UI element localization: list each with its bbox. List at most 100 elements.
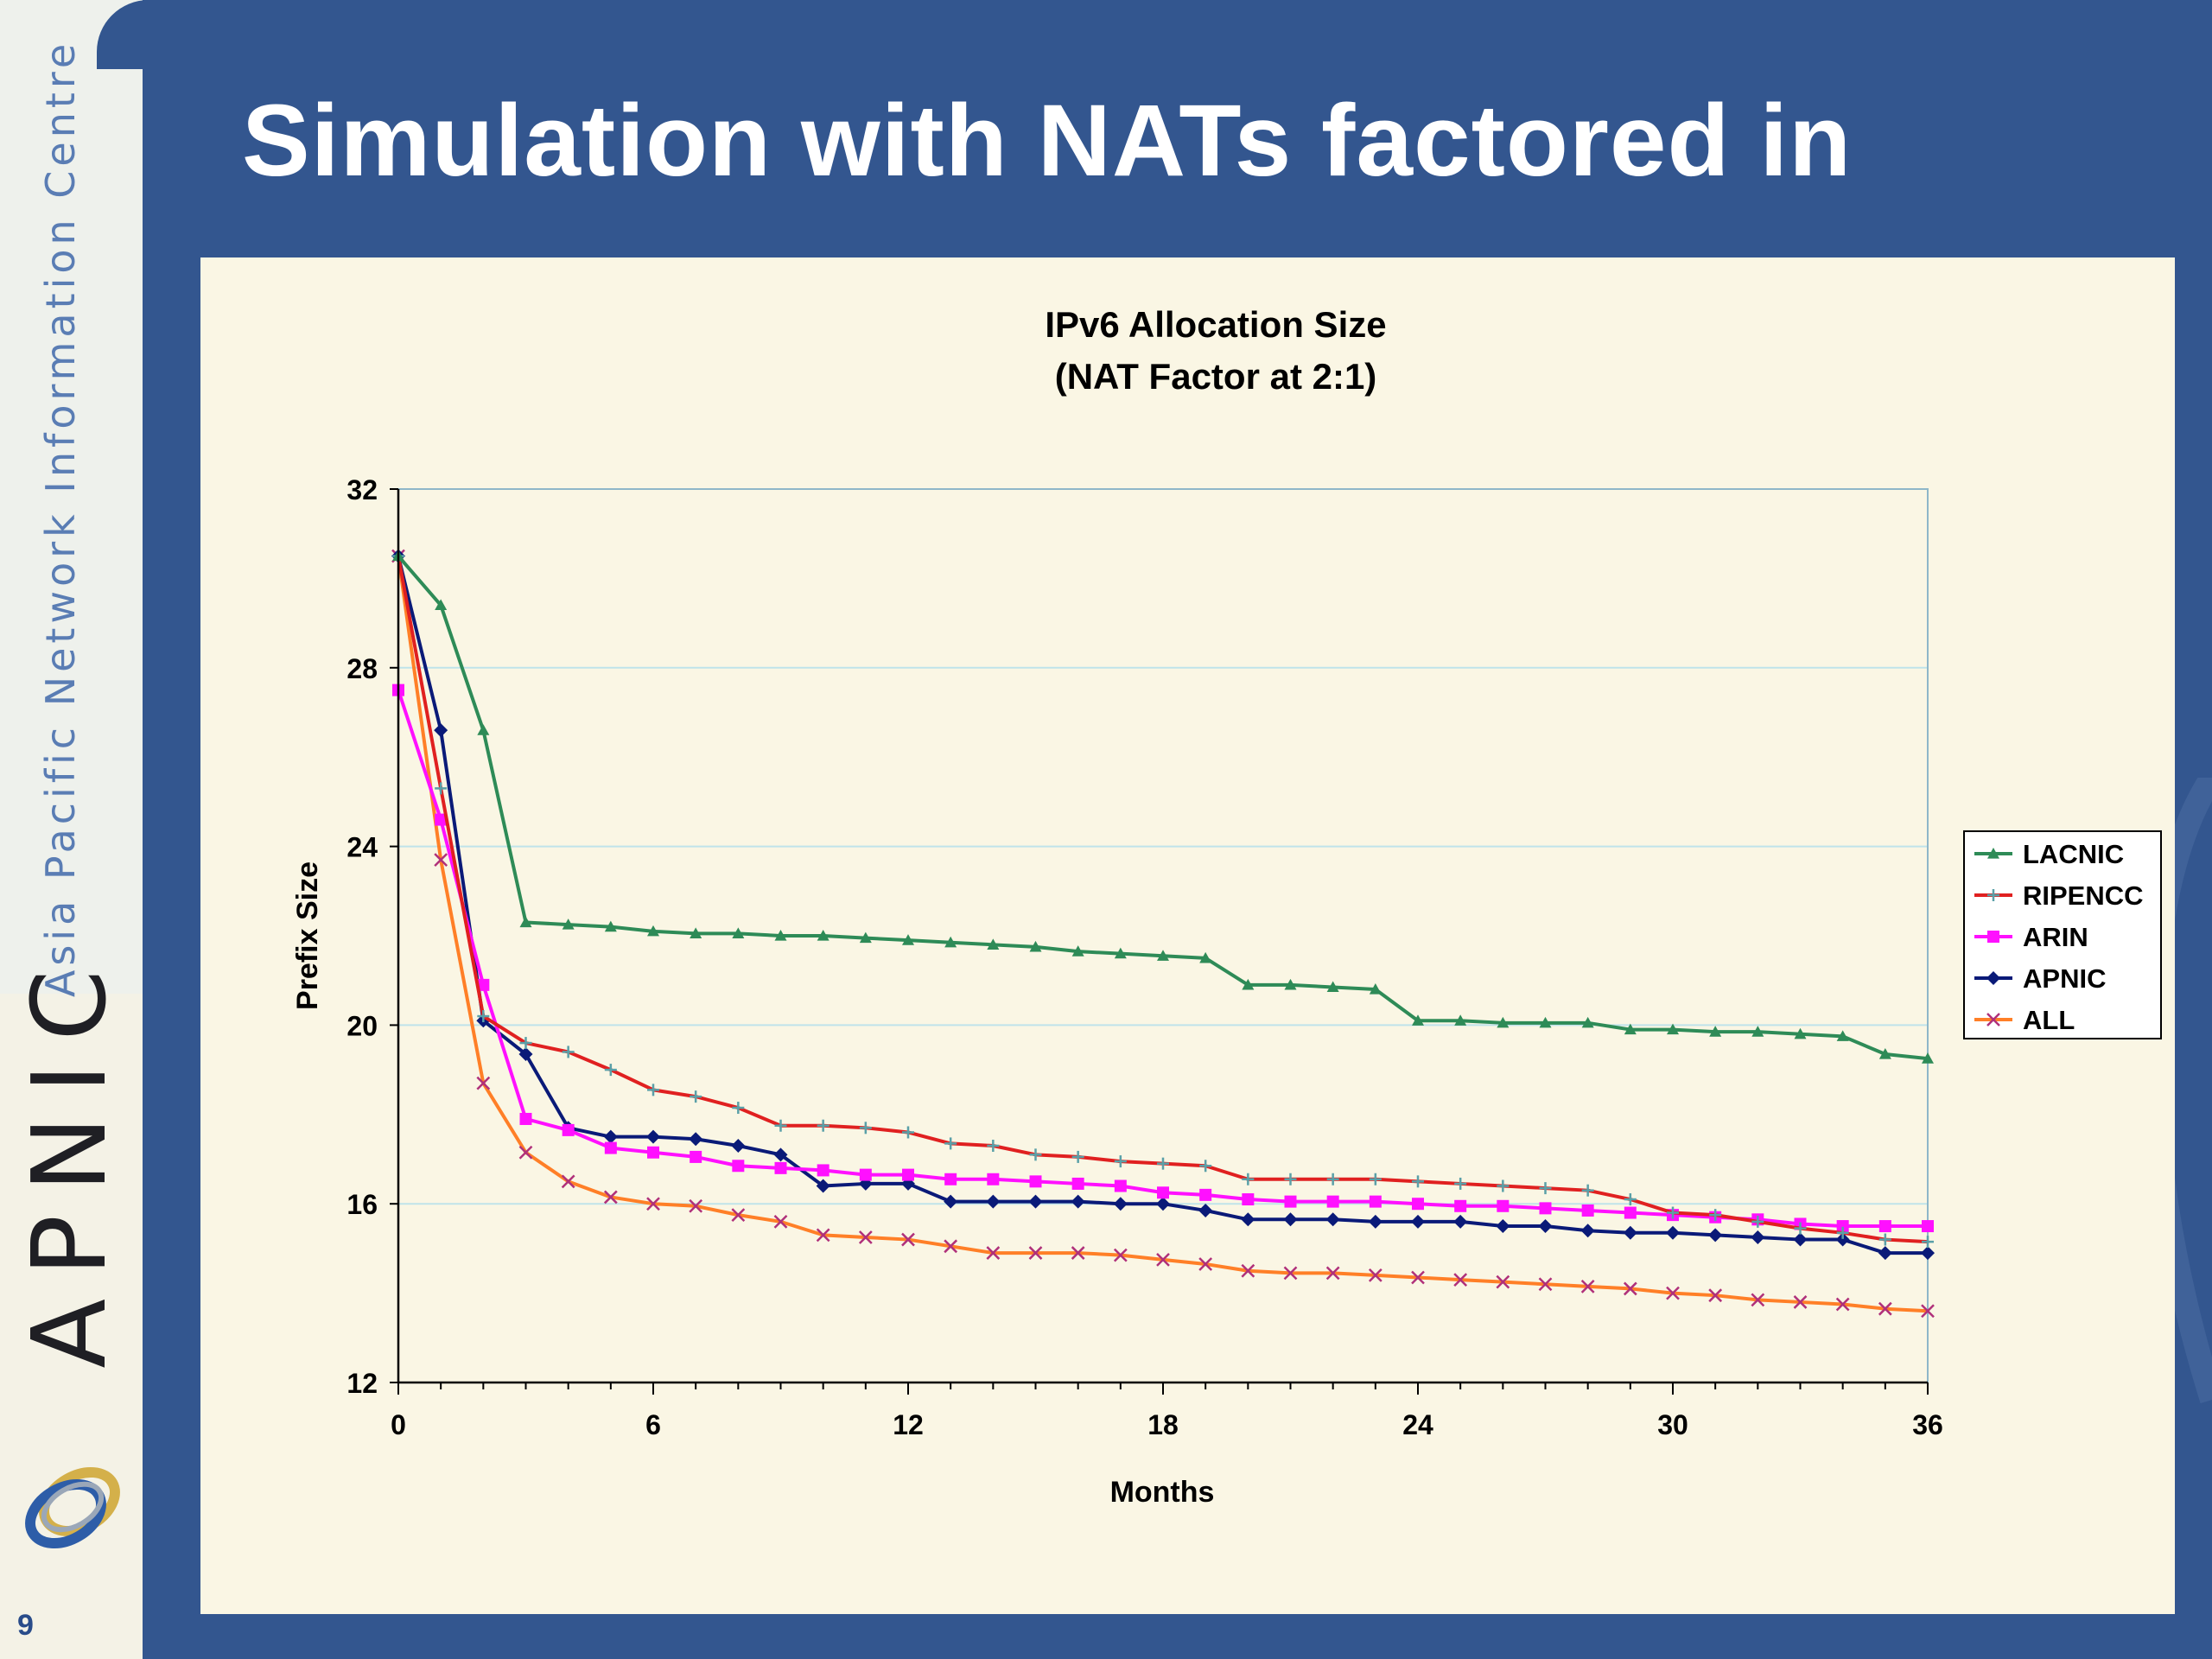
data-point-all: [1878, 1301, 1892, 1316]
data-point-arin: [1199, 1188, 1212, 1201]
data-point-lacnic: [859, 931, 872, 944]
legend-marker: [1986, 971, 2000, 985]
data-point-ripencc: [1454, 1177, 1467, 1190]
x-tick-label: 0: [391, 1409, 406, 1440]
data-point-all: [901, 1232, 915, 1247]
data-point-lacnic: [604, 920, 617, 932]
data-point-apnic: [1921, 1246, 1935, 1261]
data-point-apnic: [1666, 1225, 1680, 1240]
data-point-lacnic: [817, 930, 830, 941]
data-point-lacnic: [732, 927, 745, 939]
data-point-arin: [1326, 1195, 1339, 1208]
data-point-ripencc: [1794, 1222, 1807, 1235]
data-point-apnic: [1580, 1224, 1595, 1238]
data-point-ripencc: [1242, 1173, 1255, 1185]
data-point-apnic: [816, 1179, 830, 1193]
data-point-arin: [732, 1160, 745, 1173]
x-tick-label: 6: [645, 1409, 661, 1440]
y-tick-label: 12: [346, 1368, 378, 1399]
marker-stroke: [1453, 1273, 1468, 1287]
series-ripencc: [392, 550, 1934, 1249]
data-point-all: [1198, 1257, 1213, 1271]
data-point-arin: [987, 1173, 1000, 1185]
data-point-apnic: [646, 1129, 660, 1144]
chart-title: IPv6 Allocation Size: [1045, 304, 1386, 345]
data-point-all: [1325, 1266, 1340, 1281]
data-point-apnic: [689, 1132, 703, 1147]
data-point-apnic: [1835, 1232, 1850, 1247]
data-point-ripencc: [987, 1139, 1000, 1152]
data-point-lacnic: [1029, 940, 1042, 952]
data-point-apnic: [944, 1194, 958, 1209]
data-point-lacnic: [1497, 1016, 1510, 1028]
data-point-ripencc: [944, 1137, 957, 1150]
data-point-all: [1751, 1293, 1765, 1307]
y-tick-label: 20: [346, 1010, 378, 1041]
marker-stroke: [1538, 1277, 1553, 1292]
series-lines: [391, 549, 1935, 1319]
data-point-ripencc: [859, 1122, 872, 1135]
legend-label: RIPENCC: [2023, 880, 2144, 911]
sidebar-org-name: Asia Pacific Network Information Centre: [37, 39, 84, 998]
data-point-all: [646, 1197, 660, 1211]
data-point-lacnic: [1667, 1023, 1679, 1035]
data-point-ripencc: [1878, 1233, 1891, 1246]
series-line-ripencc: [397, 556, 1929, 1244]
data-point-all: [1368, 1268, 1382, 1282]
marker-stroke: [1793, 1295, 1808, 1309]
legend-label: ALL: [2023, 1005, 2075, 1035]
data-point-arin: [817, 1164, 830, 1177]
data-point-ripencc: [817, 1119, 830, 1132]
series-apnic: [391, 549, 1935, 1261]
data-point-all: [944, 1239, 958, 1254]
data-point-apnic: [1241, 1212, 1255, 1227]
series-all: [391, 549, 1935, 1319]
marker-stroke: [1623, 1281, 1637, 1296]
sidebar-background: [0, 0, 143, 1011]
data-point-lacnic: [1157, 950, 1169, 961]
data-point-all: [773, 1214, 788, 1229]
data-point-ripencc: [1071, 1150, 1084, 1163]
legend-item: APNIC: [1974, 963, 2106, 994]
data-point-ripencc: [1497, 1179, 1510, 1192]
data-point-lacnic: [1199, 951, 1212, 963]
data-point-ripencc: [647, 1084, 659, 1096]
marker-stroke: [1666, 1286, 1680, 1300]
data-point-lacnic: [1878, 1048, 1891, 1059]
legend-marker: [1987, 889, 1999, 901]
marker-stroke: [1986, 1013, 2000, 1027]
data-point-ripencc: [690, 1090, 702, 1103]
data-point-all: [731, 1208, 746, 1223]
data-point-all: [986, 1246, 1001, 1260]
data-point-apnic: [986, 1194, 1001, 1209]
grid-lines: [398, 488, 1928, 1205]
marker-stroke: [561, 1174, 575, 1189]
legend-item: ARIN: [1974, 922, 2088, 952]
data-point-lacnic: [1539, 1016, 1552, 1028]
marker-stroke: [1071, 1246, 1085, 1260]
legend-label: APNIC: [2023, 963, 2106, 994]
marker-stroke: [1325, 1266, 1340, 1281]
data-point-ripencc: [1326, 1173, 1339, 1185]
y-axis-label: Prefix Size: [291, 861, 324, 1010]
data-point-apnic: [773, 1147, 788, 1162]
data-point-lacnic: [1794, 1027, 1807, 1039]
apnic-swirl-icon: [25, 1466, 120, 1549]
data-point-apnic: [1283, 1212, 1298, 1227]
y-tick-label: 32: [346, 474, 378, 505]
marker-stroke: [1751, 1293, 1765, 1307]
page-number: 9: [17, 1609, 34, 1642]
data-point-all: [1156, 1252, 1170, 1267]
x-tick-label: 12: [893, 1409, 924, 1440]
data-point-ripencc: [774, 1119, 787, 1132]
marker-stroke: [901, 1232, 915, 1247]
legend-item: ALL: [1974, 1005, 2075, 1035]
data-point-ripencc: [1157, 1157, 1169, 1170]
marker-stroke: [1921, 1304, 1935, 1319]
data-point-ripencc: [604, 1064, 617, 1077]
data-point-lacnic: [1071, 945, 1084, 957]
series-lacnic: [392, 550, 1934, 1064]
marker-stroke: [858, 1230, 873, 1244]
marker-stroke: [731, 1208, 746, 1223]
legend-marker: [1987, 931, 1999, 943]
